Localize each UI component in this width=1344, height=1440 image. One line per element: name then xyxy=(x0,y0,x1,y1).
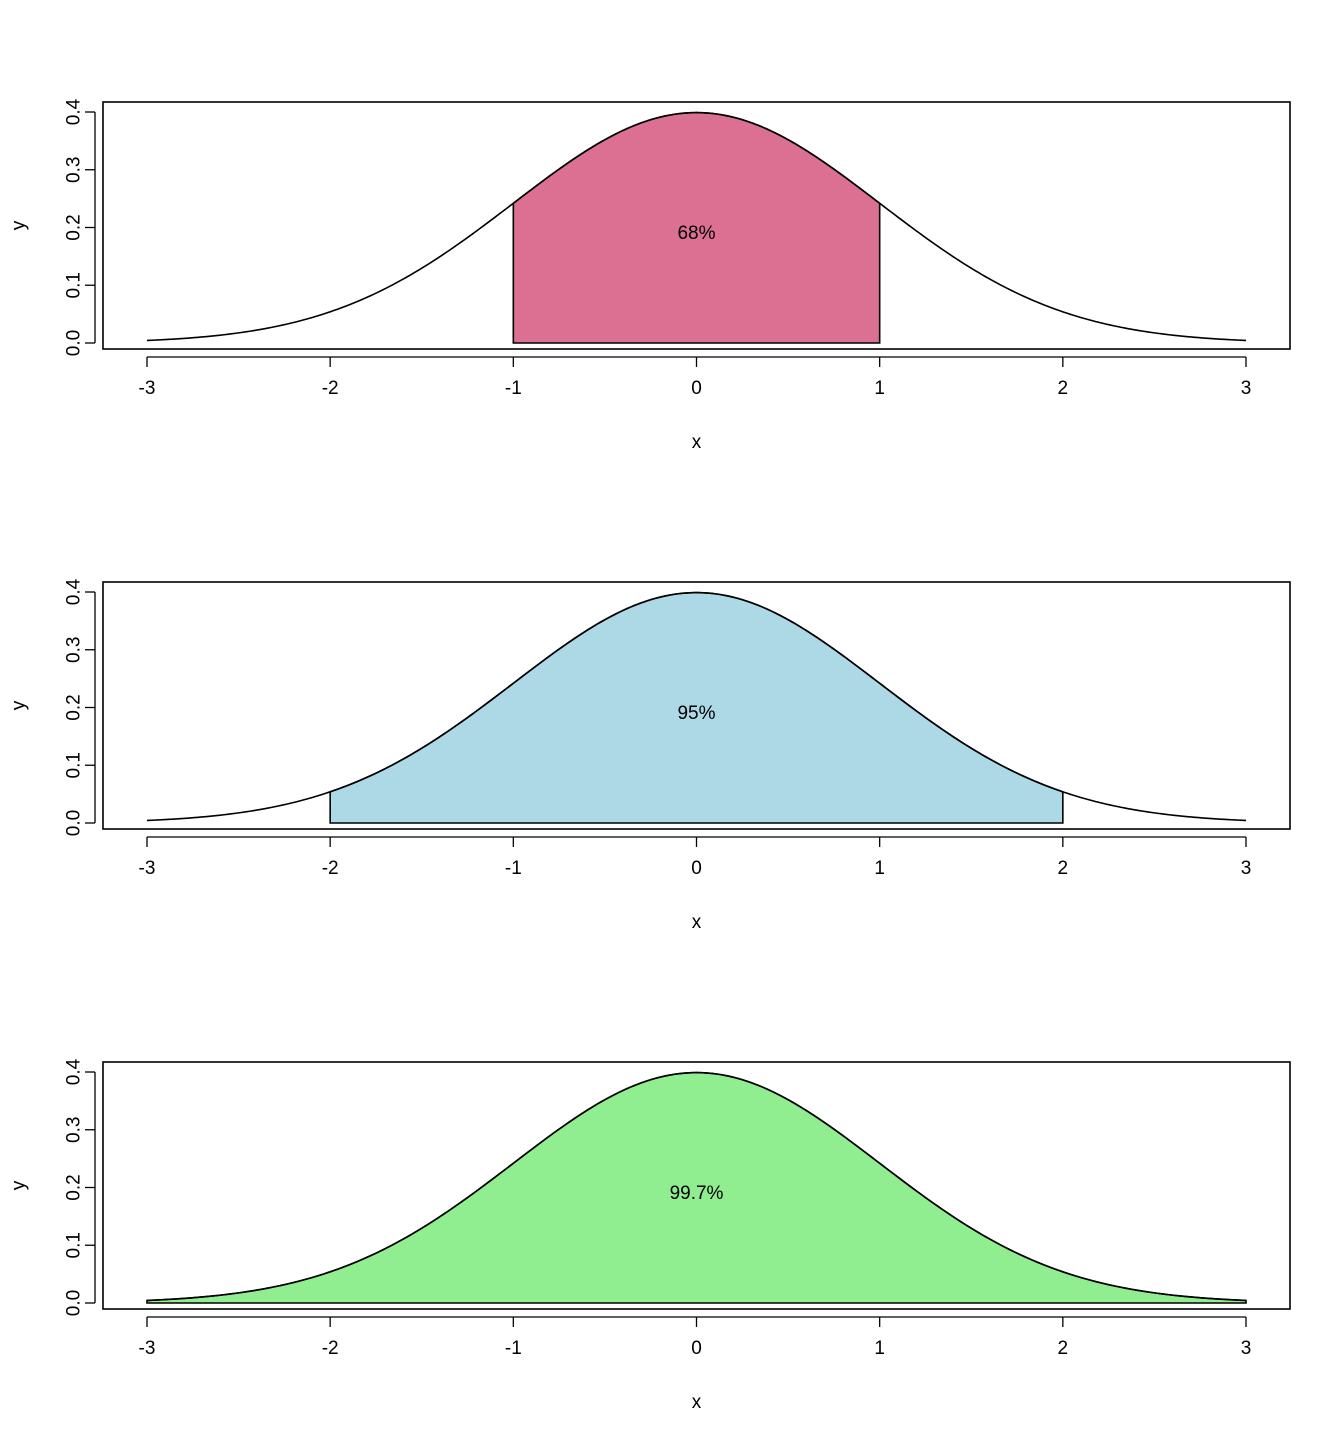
chart-panel-1: -3 -2 -1 0 1 2 3 x 0.0 0.1 0.2 0.3 0.4 y 68% xyxy=(9,98,1291,453)
x-tick-label: 0 xyxy=(691,1338,702,1359)
y-tick-label: 0.2 xyxy=(64,694,85,720)
y-tick-label: 0.0 xyxy=(64,1290,85,1316)
x-tick-label: 3 xyxy=(1241,858,1252,879)
x-tick-label: -1 xyxy=(505,378,522,399)
density-curve xyxy=(146,591,1247,822)
x-tick-label: 2 xyxy=(1058,1338,1069,1359)
percentage-annotation: 95% xyxy=(677,703,715,724)
plot-frame xyxy=(102,581,1291,830)
x-tick-label: 2 xyxy=(1058,858,1069,879)
x-axis-label: x xyxy=(692,912,702,933)
plot-frame xyxy=(102,101,1291,350)
y-tick-label: 0.2 xyxy=(64,1174,85,1200)
y-tick-label: 0.0 xyxy=(64,810,85,836)
percentage-annotation: 99.7% xyxy=(670,1183,724,1204)
x-tick-label: -3 xyxy=(139,858,156,879)
y-tick-label: 0.2 xyxy=(64,214,85,240)
y-tick-label: 0.4 xyxy=(64,578,85,605)
density-curve xyxy=(146,1071,1247,1302)
x-tick-label: 0 xyxy=(691,858,702,879)
x-tick-label: 0 xyxy=(691,378,702,399)
chart-panel-2: -3 -2 -1 0 1 2 3 x 0.0 0.1 0.2 0.3 0.4 y 95% xyxy=(9,578,1291,933)
x-tick-label: 2 xyxy=(1058,378,1069,399)
y-tick-label: 0.4 xyxy=(64,1058,85,1085)
x-tick-label: -3 xyxy=(139,1338,156,1359)
y-tick-label: 0.3 xyxy=(64,157,85,183)
x-tick-label: 3 xyxy=(1241,378,1252,399)
x-axis-label: x xyxy=(692,1392,702,1413)
y-axis-label: y xyxy=(9,220,30,230)
x-tick-label: -1 xyxy=(505,1338,522,1359)
x-tick-label: -1 xyxy=(505,858,522,879)
y-tick-label: 0.1 xyxy=(64,752,85,778)
y-tick-label: 0.3 xyxy=(64,637,85,663)
y-tick-label: 0.0 xyxy=(64,330,85,356)
chart-panel-3: -3 -2 -1 0 1 2 3 x 0.0 0.1 0.2 0.3 0.4 y 99.7% xyxy=(9,1058,1291,1413)
y-tick-label: 0.3 xyxy=(64,1117,85,1143)
y-tick-label: 0.1 xyxy=(64,1232,85,1258)
x-tick-label: -2 xyxy=(322,858,339,879)
x-tick-label: -2 xyxy=(322,378,339,399)
x-tick-label: -2 xyxy=(322,1338,339,1359)
x-tick-label: 1 xyxy=(874,858,885,879)
x-axis-label: x xyxy=(692,432,702,453)
y-tick-label: 0.1 xyxy=(64,272,85,298)
x-tick-label: -3 xyxy=(139,378,156,399)
y-tick-label: 0.4 xyxy=(64,98,85,125)
plot-frame xyxy=(102,1061,1291,1310)
x-tick-label: 1 xyxy=(874,1338,885,1359)
y-axis-label: y xyxy=(9,1180,30,1190)
x-tick-label: 3 xyxy=(1241,1338,1252,1359)
density-curve xyxy=(146,111,1247,342)
y-axis-label: y xyxy=(9,700,30,710)
x-tick-label: 1 xyxy=(874,378,885,399)
percentage-annotation: 68% xyxy=(677,223,715,244)
